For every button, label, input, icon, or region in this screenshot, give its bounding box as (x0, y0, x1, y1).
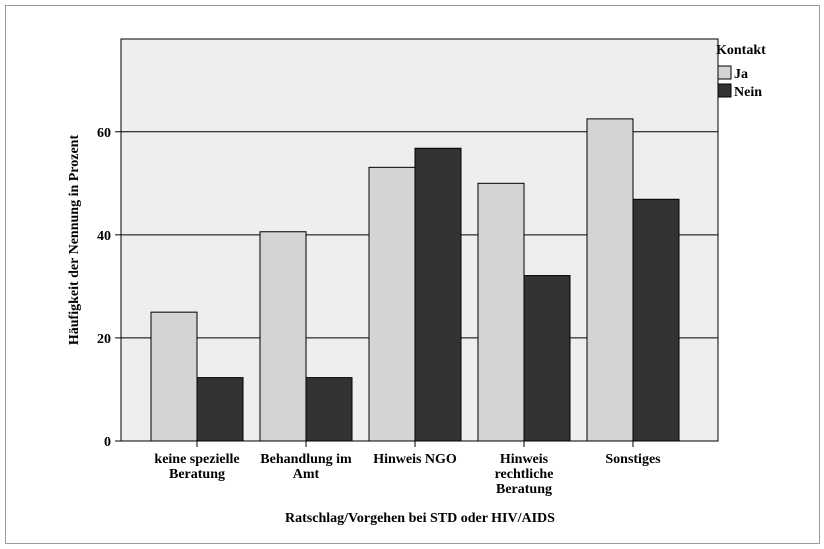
y-tick-label: 20 (97, 332, 111, 347)
bar-nein-3 (523, 275, 571, 442)
legend-swatch-nein (717, 83, 732, 98)
legend: Kontakt Ja Nein (716, 43, 766, 100)
x-tick-label: rechtliche (495, 467, 554, 482)
legend-label-nein: Nein (734, 85, 762, 100)
chart-frame (5, 5, 820, 544)
x-tick-label: Hinweis NGO (373, 452, 457, 467)
x-tick-label: Beratung (169, 467, 225, 482)
bar-nein-4 (632, 198, 680, 442)
x-tick-label: Behandlung im (260, 452, 352, 467)
y-tick-label: 60 (97, 126, 111, 141)
bar-ja-4 (586, 118, 634, 442)
bar-ja-0 (150, 311, 198, 442)
bar-nein-0 (196, 377, 244, 442)
x-tick-label: Amt (293, 467, 320, 482)
x-tick-label: keine spezielle (154, 452, 239, 467)
x-tick-label: Sonstiges (605, 452, 661, 467)
y-axis-title: Häufigkeit der Nennung in Prozent (67, 135, 82, 346)
legend-title: Kontakt (716, 43, 766, 58)
x-tick-label: Beratung (496, 482, 552, 497)
bars (150, 118, 680, 442)
y-tick-label: 0 (104, 435, 111, 450)
bar-ja-3 (477, 182, 525, 442)
y-tick-label: 40 (97, 229, 111, 244)
y-axis: 0 20 40 60 (97, 39, 122, 450)
bar-nein-2 (414, 147, 462, 442)
legend-swatch-ja (717, 65, 732, 80)
bar-ja-1 (259, 231, 307, 442)
bar-nein-1 (305, 377, 353, 442)
bar-ja-2 (368, 166, 416, 442)
x-tick-label: Hinweis (500, 452, 549, 467)
x-axis-title: Ratschlag/Vorgehen bei STD oder HIV/AIDS (285, 511, 555, 526)
legend-label-ja: Ja (734, 67, 748, 82)
